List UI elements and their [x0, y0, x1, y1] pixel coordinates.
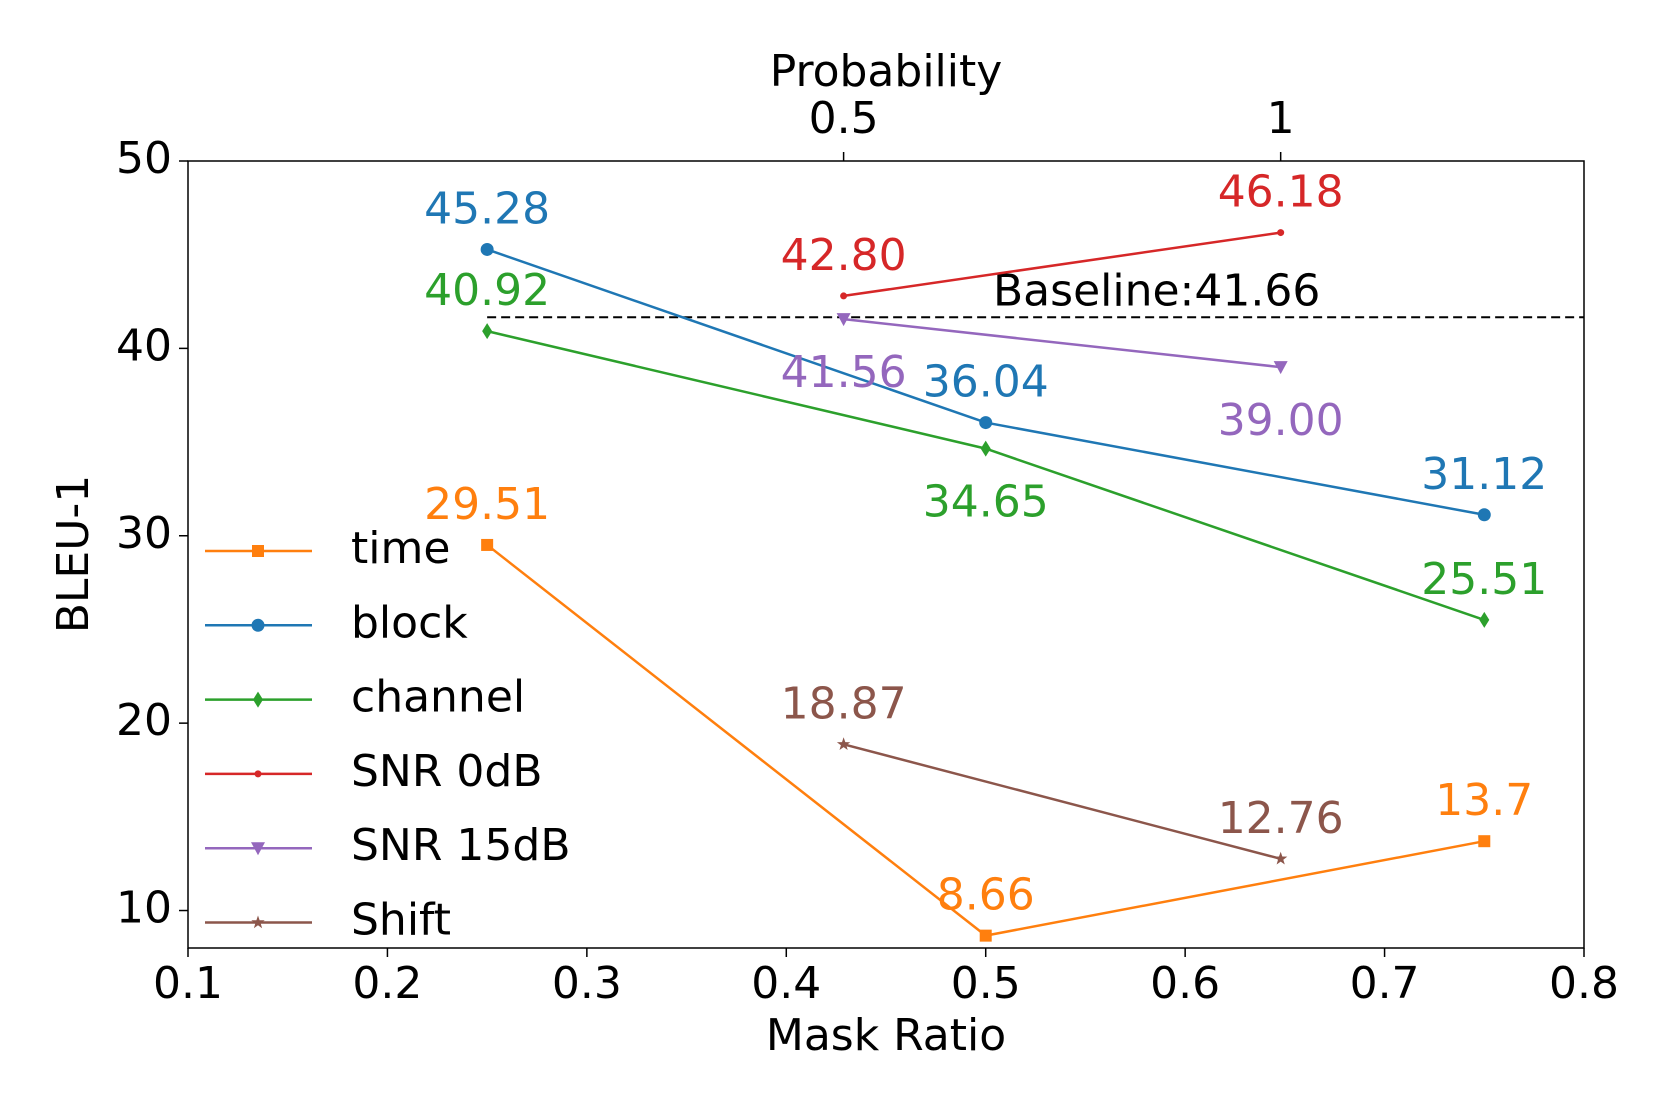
marker	[482, 323, 493, 340]
marker	[480, 242, 494, 256]
marker	[979, 416, 993, 430]
y-tick-label: 30	[116, 508, 172, 559]
data-label: 13.7	[1435, 775, 1533, 826]
y-tick-label: 20	[116, 695, 172, 746]
data-label: 40.92	[424, 265, 550, 316]
y-tick-label: 10	[116, 883, 172, 934]
x-axis-title: Mask Ratio	[766, 1010, 1006, 1061]
data-label: 29.51	[424, 479, 550, 530]
x2-tick-label: 0.5	[809, 93, 879, 144]
marker	[836, 737, 851, 750]
marker	[840, 292, 848, 300]
baseline-label: Baseline:41.66	[993, 265, 1320, 316]
marker	[836, 313, 851, 327]
series-line	[843, 317, 1281, 369]
data-label: 41.56	[781, 347, 907, 398]
marker	[251, 618, 265, 632]
marker	[980, 440, 991, 457]
marker	[252, 545, 264, 557]
x-tick-label: 0.5	[951, 958, 1021, 1009]
marker	[1273, 361, 1288, 375]
x-tick-label: 0.2	[352, 958, 422, 1009]
marker	[979, 929, 992, 942]
marker	[253, 691, 263, 708]
data-label: 42.80	[781, 230, 907, 281]
legend-label: SNR 15dB	[351, 820, 571, 871]
marker	[251, 842, 265, 856]
legend-label: SNR 0dB	[351, 746, 543, 797]
data-label: 31.12	[1421, 449, 1547, 500]
data-label: 8.66	[937, 870, 1035, 921]
marker	[1274, 851, 1288, 865]
marker	[251, 915, 265, 929]
data-label: 12.76	[1218, 793, 1344, 844]
marker	[254, 770, 262, 778]
series-line	[843, 743, 1281, 861]
legend-label: Shift	[351, 895, 451, 946]
x-tick-label: 0.6	[1150, 958, 1220, 1009]
data-label: 25.51	[1421, 554, 1547, 605]
x-tick-label: 0.7	[1350, 958, 1420, 1009]
data-label: 46.18	[1218, 167, 1344, 218]
data-label: 36.04	[923, 357, 1049, 408]
x-tick-label: 0.3	[552, 958, 622, 1009]
x-tick-label: 0.4	[751, 958, 821, 1009]
x-tick-label: 0.8	[1549, 958, 1619, 1009]
x2-axis-title: Probability	[770, 46, 1003, 97]
data-label: 18.87	[781, 678, 907, 729]
x-tick-label: 0.1	[153, 958, 223, 1009]
marker	[1478, 835, 1491, 848]
data-label: 45.28	[424, 183, 550, 234]
marker	[1479, 611, 1490, 628]
legend-label: channel	[351, 672, 525, 723]
series-line	[843, 231, 1281, 298]
y-tick-label: 50	[116, 133, 172, 184]
legend-label: time	[351, 523, 450, 574]
marker	[1277, 229, 1285, 237]
marker	[1477, 508, 1491, 522]
legend-label: block	[351, 597, 468, 648]
y-axis-title: BLEU-1	[48, 475, 99, 634]
plot-frame	[187, 160, 1585, 949]
marker	[481, 538, 494, 551]
data-label: 39.00	[1218, 395, 1344, 446]
data-label: 34.65	[923, 477, 1049, 528]
x2-tick-label: 1	[1267, 93, 1295, 144]
y-tick-label: 40	[116, 320, 172, 371]
